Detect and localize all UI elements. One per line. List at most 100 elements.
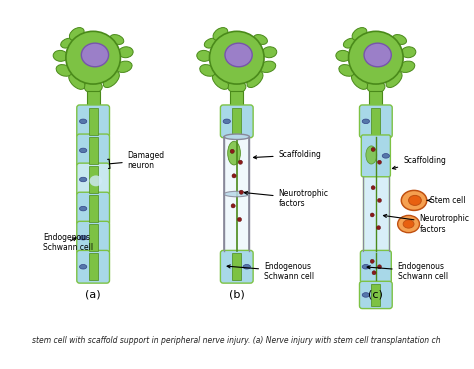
Ellipse shape: [228, 141, 240, 165]
Ellipse shape: [403, 220, 414, 228]
Circle shape: [230, 149, 234, 154]
Ellipse shape: [351, 73, 367, 89]
Text: (b): (b): [229, 289, 245, 299]
Circle shape: [376, 226, 381, 230]
Bar: [89, 253, 98, 280]
Ellipse shape: [90, 175, 102, 186]
Ellipse shape: [382, 154, 390, 158]
Circle shape: [371, 148, 375, 152]
Text: Endogenous
Schwann cell: Endogenous Schwann cell: [43, 232, 93, 252]
Ellipse shape: [401, 47, 416, 58]
Ellipse shape: [80, 148, 87, 153]
Ellipse shape: [339, 65, 355, 76]
Ellipse shape: [224, 134, 249, 139]
Bar: [232, 253, 241, 280]
Ellipse shape: [69, 28, 84, 41]
Ellipse shape: [225, 43, 252, 67]
Circle shape: [372, 271, 376, 275]
Ellipse shape: [399, 61, 415, 72]
Text: Endogenous
Schwann cell: Endogenous Schwann cell: [227, 262, 314, 281]
FancyBboxPatch shape: [220, 251, 253, 283]
FancyBboxPatch shape: [77, 163, 109, 196]
Bar: [230, 91, 243, 108]
Text: (a): (a): [85, 289, 101, 299]
Ellipse shape: [254, 35, 267, 44]
Text: Scaffolding: Scaffolding: [392, 156, 446, 169]
Ellipse shape: [401, 190, 427, 210]
Bar: [87, 91, 100, 108]
FancyBboxPatch shape: [359, 281, 392, 308]
Ellipse shape: [69, 73, 85, 89]
FancyBboxPatch shape: [77, 221, 109, 254]
FancyBboxPatch shape: [77, 105, 109, 138]
Text: Endogenous
Schwann cell: Endogenous Schwann cell: [367, 262, 448, 281]
Circle shape: [377, 160, 382, 164]
Circle shape: [239, 190, 244, 194]
Ellipse shape: [66, 31, 120, 84]
Ellipse shape: [118, 47, 133, 58]
Ellipse shape: [367, 80, 385, 93]
Ellipse shape: [260, 61, 276, 72]
Ellipse shape: [243, 265, 250, 269]
FancyBboxPatch shape: [220, 105, 253, 138]
Bar: [224, 137, 249, 251]
Ellipse shape: [409, 196, 421, 206]
Ellipse shape: [116, 61, 132, 72]
Ellipse shape: [212, 73, 228, 89]
Ellipse shape: [362, 119, 370, 124]
Ellipse shape: [84, 80, 102, 93]
Ellipse shape: [398, 215, 419, 233]
Text: Scaffolding: Scaffolding: [254, 151, 321, 159]
Bar: [89, 224, 98, 251]
Bar: [232, 108, 241, 135]
FancyBboxPatch shape: [360, 251, 392, 283]
Ellipse shape: [80, 235, 87, 240]
Text: stem cell with scaffold support in peripheral nerve injury. (a) Nerve injury wit: stem cell with scaffold support in perip…: [32, 336, 441, 345]
Ellipse shape: [247, 72, 263, 87]
Ellipse shape: [80, 119, 87, 124]
Ellipse shape: [210, 31, 264, 84]
Ellipse shape: [362, 265, 370, 269]
Circle shape: [377, 265, 382, 269]
Ellipse shape: [53, 51, 68, 61]
Ellipse shape: [386, 72, 402, 87]
Ellipse shape: [343, 38, 357, 48]
Ellipse shape: [228, 80, 246, 93]
Text: Damaged
neuron: Damaged neuron: [108, 151, 165, 170]
Ellipse shape: [223, 119, 230, 124]
Circle shape: [237, 217, 242, 222]
Circle shape: [370, 259, 374, 263]
FancyBboxPatch shape: [77, 251, 109, 283]
FancyBboxPatch shape: [361, 135, 391, 177]
Ellipse shape: [348, 31, 403, 84]
Bar: [363, 137, 389, 251]
Ellipse shape: [80, 206, 87, 211]
Bar: [371, 284, 381, 306]
Circle shape: [371, 186, 375, 190]
Bar: [89, 108, 98, 135]
Circle shape: [232, 174, 236, 178]
Ellipse shape: [61, 38, 75, 48]
Bar: [89, 166, 98, 193]
Circle shape: [370, 213, 374, 217]
Bar: [371, 108, 381, 135]
Ellipse shape: [82, 43, 109, 67]
Ellipse shape: [336, 51, 350, 61]
Ellipse shape: [364, 43, 392, 67]
Ellipse shape: [204, 38, 219, 48]
Text: Neurotrophic
factors: Neurotrophic factors: [245, 189, 328, 208]
Circle shape: [231, 204, 235, 208]
Bar: [89, 195, 98, 222]
Ellipse shape: [213, 28, 228, 41]
Ellipse shape: [103, 72, 119, 87]
FancyBboxPatch shape: [359, 105, 392, 138]
Ellipse shape: [200, 65, 216, 76]
Ellipse shape: [110, 35, 124, 44]
Text: (c): (c): [368, 289, 383, 299]
Circle shape: [377, 199, 382, 203]
Text: Stem cell: Stem cell: [428, 196, 466, 205]
FancyBboxPatch shape: [77, 134, 109, 167]
Bar: [89, 137, 98, 164]
Ellipse shape: [352, 28, 367, 41]
Ellipse shape: [392, 35, 407, 44]
